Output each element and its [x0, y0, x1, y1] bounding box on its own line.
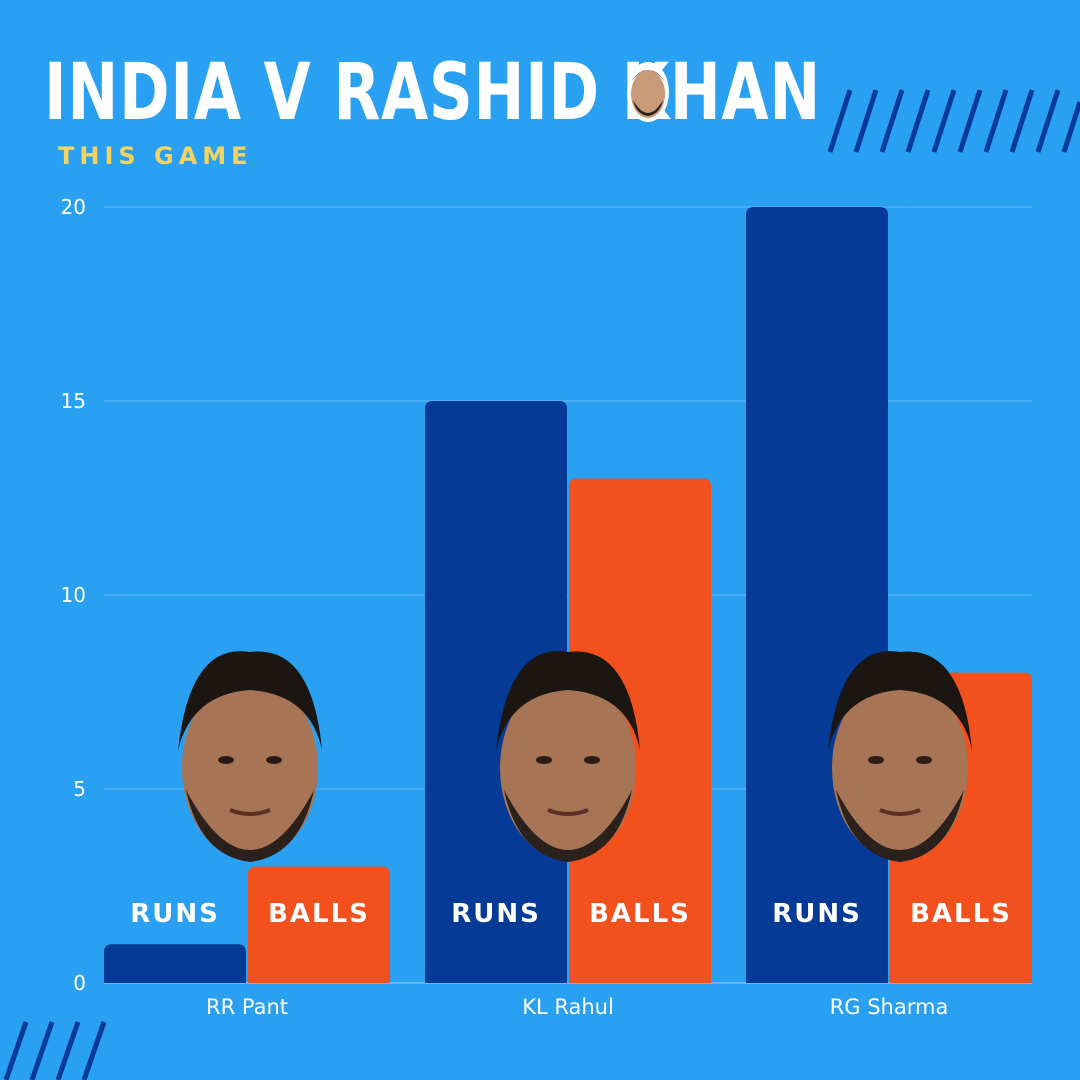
- series-label: RUNS: [772, 899, 862, 929]
- x-tick-label: KL Rahul: [522, 995, 614, 1019]
- series-label: RUNS: [130, 899, 220, 929]
- player-face-icon: [496, 651, 640, 862]
- y-tick-label: 0: [73, 971, 86, 995]
- y-tick-label: 20: [61, 195, 86, 219]
- series-label: BALLS: [910, 899, 1012, 929]
- x-tick-label: RG Sharma: [830, 995, 949, 1019]
- y-tick-label: 5: [73, 777, 86, 801]
- bar-balls-kl-rahul: [569, 478, 711, 983]
- y-tick-label: 10: [61, 583, 86, 607]
- player-face-icon: [178, 651, 322, 862]
- decorative-stripes-top: [827, 89, 1080, 153]
- y-tick-label: 15: [61, 389, 86, 413]
- player-face-icon: [828, 651, 972, 862]
- chart-title: INDIA V RASHID KHAN: [44, 48, 822, 138]
- chart-subtitle: THIS GAME: [58, 142, 253, 170]
- bar-runs-rg-sharma: [746, 207, 888, 983]
- bar-balls-rr-pant: [248, 866, 390, 983]
- rashid-khan-avatar-icon: [627, 62, 669, 122]
- x-tick-label: RR Pant: [206, 995, 288, 1019]
- series-label: BALLS: [268, 899, 370, 929]
- series-label: RUNS: [451, 899, 541, 929]
- series-label: BALLS: [589, 899, 691, 929]
- bar-runs-rr-pant: [104, 944, 246, 983]
- decorative-stripes-bottom: [3, 1021, 107, 1080]
